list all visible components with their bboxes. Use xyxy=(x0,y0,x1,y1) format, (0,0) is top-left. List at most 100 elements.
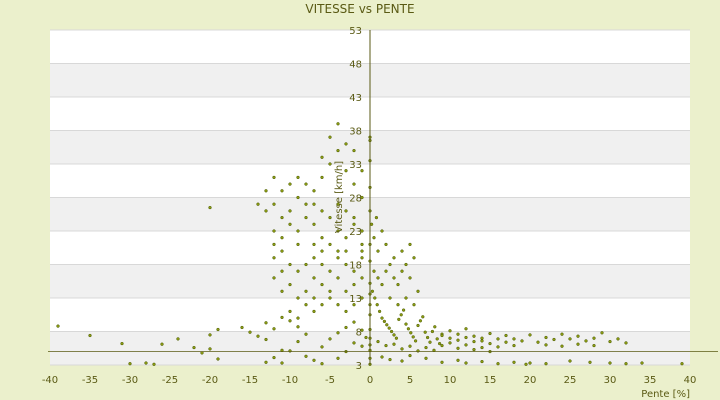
data-point xyxy=(600,331,604,335)
data-point xyxy=(394,336,399,340)
data-point xyxy=(304,354,308,358)
data-point xyxy=(360,276,364,280)
data-point xyxy=(320,249,324,253)
data-point xyxy=(288,222,292,226)
data-point xyxy=(344,169,348,173)
data-point xyxy=(592,343,596,348)
data-point xyxy=(440,360,444,364)
data-point xyxy=(448,341,452,345)
data-point xyxy=(372,269,376,273)
data-point xyxy=(312,276,316,280)
data-point xyxy=(409,331,413,335)
data-point xyxy=(304,202,308,206)
data-point xyxy=(425,335,430,340)
data-point xyxy=(480,359,484,364)
data-point xyxy=(296,269,300,273)
data-point xyxy=(576,342,580,346)
data-points xyxy=(56,122,684,366)
data-point xyxy=(296,325,300,329)
x-tick-labels: -40 -35 -30 -25 -20 -15 -10 -5 0 5 10 15 20 25 30 35 40 xyxy=(42,375,697,386)
data-point xyxy=(240,325,244,330)
data-point xyxy=(376,249,380,253)
data-point xyxy=(380,316,384,320)
data-point xyxy=(352,182,356,186)
data-point xyxy=(288,309,292,314)
data-point xyxy=(312,358,316,362)
data-point xyxy=(496,345,500,349)
data-point xyxy=(421,315,425,319)
data-point xyxy=(552,337,556,342)
data-point xyxy=(304,332,308,336)
data-point xyxy=(152,362,156,366)
data-point xyxy=(344,262,348,267)
x-tick-label: 40 xyxy=(684,375,697,386)
data-point xyxy=(328,269,332,273)
x-axis-label: Pente [%] xyxy=(641,389,690,400)
y-tick-label: 48 xyxy=(349,60,362,71)
data-point xyxy=(568,337,572,341)
data-point xyxy=(272,202,276,206)
data-point xyxy=(312,242,316,247)
data-point xyxy=(208,205,212,210)
data-point xyxy=(392,256,396,260)
data-point xyxy=(433,325,437,329)
data-point xyxy=(488,341,492,346)
data-point xyxy=(397,317,401,322)
data-point xyxy=(256,334,260,338)
data-point xyxy=(456,346,460,350)
data-point xyxy=(320,175,324,180)
data-point xyxy=(320,262,324,267)
y-tick-label: 13 xyxy=(349,294,362,305)
data-point xyxy=(400,269,404,273)
data-point xyxy=(352,269,356,273)
data-point xyxy=(320,303,324,307)
data-point xyxy=(472,339,476,344)
data-point xyxy=(304,182,308,186)
data-point xyxy=(464,343,468,347)
data-point xyxy=(512,337,516,341)
data-point xyxy=(352,320,356,324)
data-point xyxy=(360,296,364,300)
data-point xyxy=(272,355,276,360)
data-point xyxy=(380,355,384,359)
data-point xyxy=(456,332,460,336)
data-point xyxy=(272,276,276,280)
data-point xyxy=(216,327,220,332)
data-point xyxy=(568,359,572,363)
data-point xyxy=(352,303,356,307)
data-point xyxy=(88,333,92,338)
data-point xyxy=(328,215,332,220)
data-point xyxy=(392,333,396,337)
x-tick-label: -30 xyxy=(122,375,138,386)
data-point xyxy=(328,289,332,293)
data-point xyxy=(401,308,406,312)
data-point xyxy=(320,345,324,349)
y-tick-label: 23 xyxy=(349,227,362,238)
data-point xyxy=(480,345,484,350)
data-point xyxy=(512,360,516,364)
data-point xyxy=(304,262,308,267)
data-point xyxy=(320,236,324,240)
data-point xyxy=(428,340,432,344)
data-point xyxy=(128,362,132,366)
data-point xyxy=(272,242,276,247)
data-point xyxy=(382,319,387,324)
data-point xyxy=(408,276,412,280)
data-point xyxy=(412,303,416,307)
data-point xyxy=(288,282,292,287)
data-point xyxy=(176,337,180,341)
data-point xyxy=(406,327,411,331)
data-point xyxy=(320,155,324,159)
y-axis-label: Vitesse [km/h] xyxy=(334,161,345,233)
data-point xyxy=(344,236,348,240)
data-point xyxy=(344,249,348,253)
data-point xyxy=(377,309,382,314)
data-point xyxy=(256,202,260,206)
data-point xyxy=(512,343,516,348)
data-point xyxy=(520,339,524,343)
data-point xyxy=(336,303,340,307)
data-point xyxy=(288,182,292,186)
data-point xyxy=(192,345,196,350)
data-point xyxy=(388,296,392,300)
data-point xyxy=(369,222,374,226)
